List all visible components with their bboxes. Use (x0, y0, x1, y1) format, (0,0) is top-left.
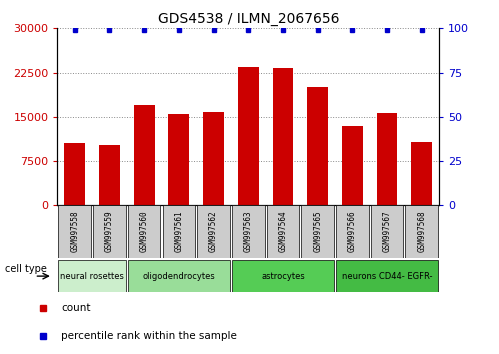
Bar (406, 205, 438, 258)
Bar (336, 260, 438, 292)
Text: GSM997559: GSM997559 (105, 210, 114, 252)
Bar (411, 142, 432, 205)
Bar (58, 205, 91, 258)
Bar (377, 113, 398, 205)
Bar (64, 143, 85, 205)
Text: GSM997567: GSM997567 (383, 210, 392, 252)
Bar (134, 105, 155, 205)
Text: neural rosettes: neural rosettes (60, 272, 124, 281)
Text: GSM997568: GSM997568 (417, 210, 426, 252)
Bar (232, 260, 334, 292)
Text: GSM997566: GSM997566 (348, 210, 357, 252)
Bar (336, 205, 369, 258)
Text: GSM997560: GSM997560 (140, 210, 149, 252)
Text: percentile rank within the sample: percentile rank within the sample (61, 331, 237, 341)
Text: GSM997563: GSM997563 (244, 210, 253, 252)
Bar (99, 145, 120, 205)
Bar (371, 205, 403, 258)
Bar (266, 205, 299, 258)
Text: neurons CD44- EGFR-: neurons CD44- EGFR- (342, 272, 432, 281)
Text: GSM997558: GSM997558 (70, 210, 79, 252)
Bar (203, 112, 224, 205)
Text: astrocytes: astrocytes (261, 272, 305, 281)
Bar (128, 205, 161, 258)
Title: GDS4538 / ILMN_2067656: GDS4538 / ILMN_2067656 (158, 12, 339, 26)
Text: oligodendrocytes: oligodendrocytes (143, 272, 215, 281)
Bar (301, 205, 334, 258)
Text: cell type: cell type (4, 264, 46, 274)
Bar (58, 260, 126, 292)
Bar (307, 87, 328, 205)
Text: GSM997564: GSM997564 (278, 210, 287, 252)
Text: GSM997562: GSM997562 (209, 210, 218, 252)
Text: GSM997565: GSM997565 (313, 210, 322, 252)
Bar (93, 205, 126, 258)
Bar (197, 205, 230, 258)
Bar (342, 126, 363, 205)
Bar (163, 205, 195, 258)
Bar (128, 260, 230, 292)
Bar (232, 205, 264, 258)
Bar (169, 114, 189, 205)
Text: GSM997561: GSM997561 (174, 210, 183, 252)
Text: count: count (61, 303, 91, 313)
Bar (238, 67, 258, 205)
Bar (272, 68, 293, 205)
